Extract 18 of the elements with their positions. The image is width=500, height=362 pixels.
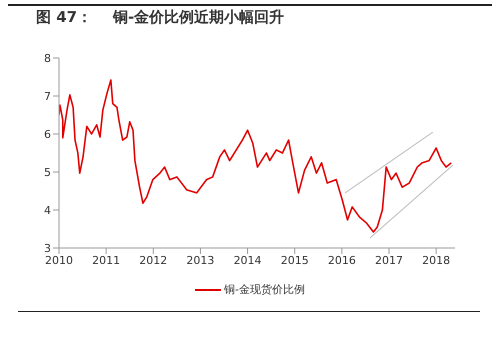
x-tick-label: 2018 [422, 254, 450, 267]
x-tick-label: 2013 [186, 254, 214, 267]
x-tick-label: 2010 [45, 254, 73, 267]
x-tick-label: 2012 [139, 254, 168, 267]
chart-title: 图 47： 铜-金价比例近期小幅回升 [36, 8, 284, 27]
y-tick-label: 3 [44, 242, 51, 255]
y-tick-label: 5 [44, 166, 51, 179]
x-tick-label: 2016 [328, 254, 356, 267]
legend-label: 铜-金现货价比例 [224, 282, 305, 297]
x-tick-label: 2015 [280, 254, 309, 267]
y-tick-label: 6 [44, 128, 51, 141]
y-tick-label: 4 [44, 204, 51, 217]
x-tick-label: 2017 [375, 254, 403, 267]
y-tick-label: 7 [44, 90, 51, 103]
x-tick-label: 2011 [92, 254, 120, 267]
x-tick-label: 2014 [234, 254, 262, 267]
line-series [59, 79, 452, 233]
y-tick-label: 8 [44, 52, 51, 65]
